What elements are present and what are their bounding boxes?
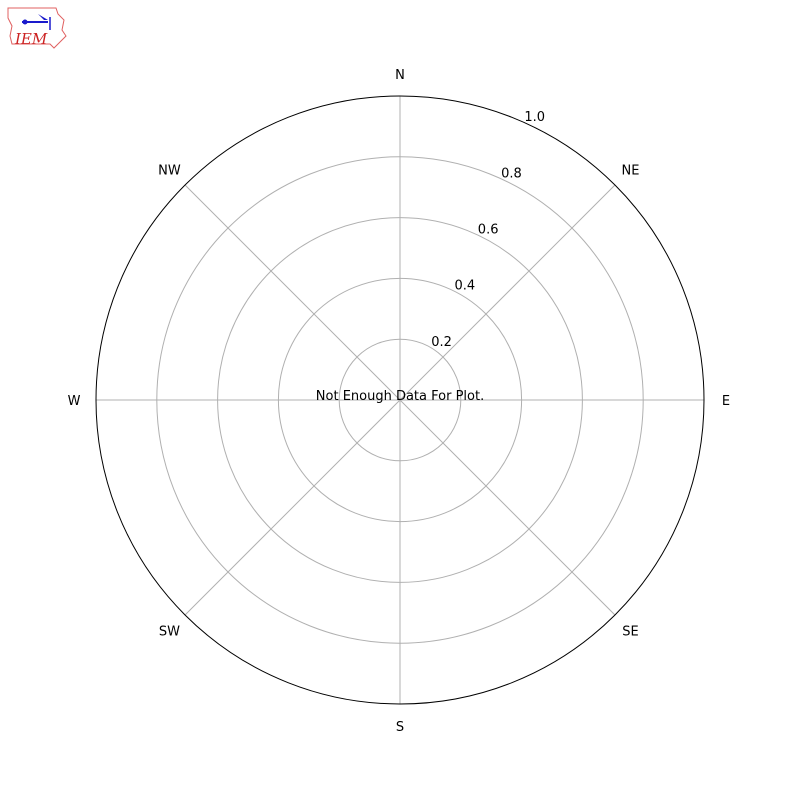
direction-label-e: E — [722, 394, 730, 409]
radial-tick-label: 0.6 — [478, 222, 499, 237]
angular-gridline — [184, 184, 401, 401]
direction-label-se: SE — [622, 625, 638, 640]
radial-tick-label: 0.8 — [501, 166, 522, 181]
direction-label-n: N — [395, 68, 405, 83]
polar-frame — [95, 95, 705, 705]
logo-text: IEM — [14, 30, 48, 48]
direction-label-nw: NW — [158, 163, 181, 178]
no-data-message: Not Enough Data For Plot. — [316, 389, 484, 404]
angular-gridline — [184, 399, 401, 616]
angular-gridline — [399, 184, 616, 401]
angular-gridline — [399, 399, 616, 616]
polar-grid — [95, 95, 705, 705]
radial-tick-label: 0.4 — [455, 279, 476, 294]
iem-logo: IEM — [7, 7, 67, 49]
polar-labels: 0.2 0.4 0.6 0.8 1.0 N NE E SE S SW W NW — [68, 68, 731, 735]
direction-label-sw: SW — [159, 625, 180, 640]
radial-tick-label: 1.0 — [524, 110, 545, 125]
direction-label-w: W — [68, 394, 81, 409]
direction-label-ne: NE — [622, 163, 640, 178]
direction-label-s: S — [396, 720, 404, 735]
radial-tick-label: 0.2 — [431, 335, 452, 350]
